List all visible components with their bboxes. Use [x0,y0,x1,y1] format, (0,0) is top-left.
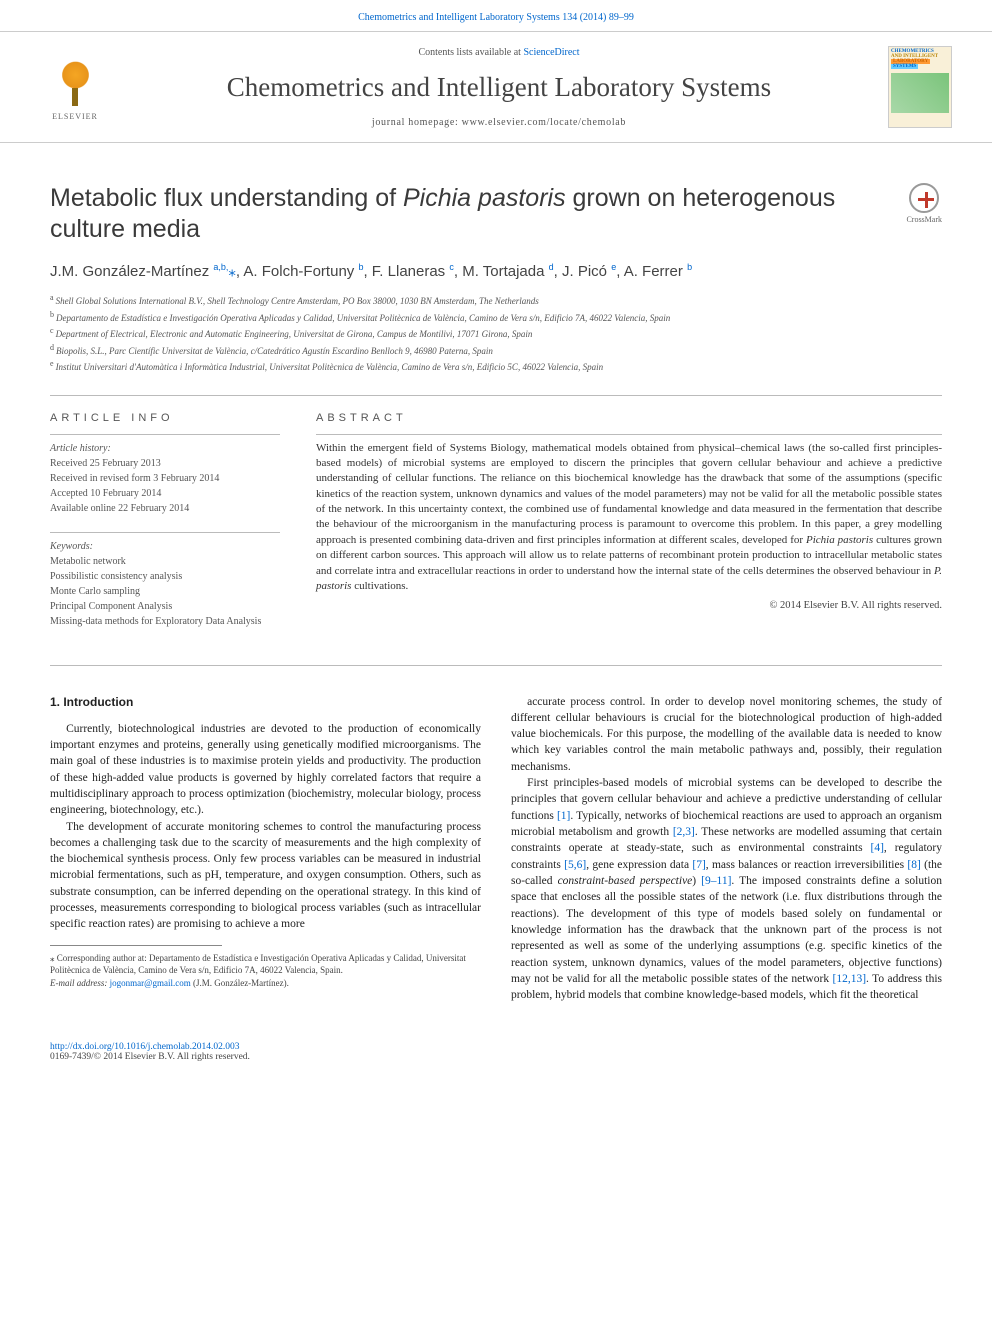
homepage-prefix: journal homepage: [372,117,462,128]
history-online: Available online 22 February 2014 [50,501,280,516]
section-heading-intro: 1. Introduction [50,694,481,711]
keyword-3: Monte Carlo sampling [50,584,280,599]
keyword-1: Metabolic network [50,554,280,569]
keywords-block: Keywords: Metabolic network Possibilisti… [50,532,280,629]
ref-5-6[interactable]: [5,6] [564,859,586,871]
affiliation-b: bDepartamento de Estadística e Investiga… [50,309,942,326]
affiliation-d: dBiopolis, S.L., Parc Científic Universi… [50,342,942,359]
ref-8[interactable]: [8] [907,859,920,871]
footnote-email-link[interactable]: jogonmar@gmail.com [110,978,191,988]
citation-link[interactable]: Chemometrics and Intelligent Laboratory … [358,12,634,23]
journal-cover-thumbnail: CHEMOMETRICS AND INTELLIGENT LABORATORY … [888,46,952,128]
intro-para-4: First principles-based models of microbi… [511,775,942,1004]
sciencedirect-link[interactable]: ScienceDirect [523,47,579,58]
cover-image-icon [891,73,949,113]
footnote-email-attribution: (J.M. González-Martínez). [193,978,289,988]
crossmark-badge[interactable]: CrossMark [906,183,942,224]
affiliation-c: cDepartment of Electrical, Electronic an… [50,325,942,342]
keyword-4: Principal Component Analysis [50,599,280,614]
journal-title: Chemometrics and Intelligent Laboratory … [130,72,868,103]
journal-citation-bar: Chemometrics and Intelligent Laboratory … [0,0,992,31]
banner-center: Contents lists available at ScienceDirec… [130,47,868,128]
ref-4[interactable]: [4] [871,842,884,854]
history-label: Article history: [50,441,280,456]
keyword-2: Possibilistic consistency analysis [50,569,280,584]
article-info-heading: article info [50,412,280,424]
footnote-separator [50,945,222,946]
page-footer: http://dx.doi.org/10.1016/j.chemolab.201… [0,1024,992,1086]
journal-homepage-line: journal homepage: www.elsevier.com/locat… [130,117,868,128]
abstract-column: abstract Within the emergent field of Sy… [316,412,942,645]
author-list: J.M. González-Martínez a,b,⁎, A. Folch-F… [50,262,942,280]
journal-banner: ELSEVIER Contents lists available at Sci… [0,31,992,143]
ref-1[interactable]: [1] [557,810,570,822]
ref-7[interactable]: [7] [692,859,705,871]
title-species-name: Pichia pastoris [403,184,566,212]
intro-para-1: Currently, biotechnological industries a… [50,721,481,819]
ref-12-13[interactable]: [12,13] [832,973,866,985]
title-text-pre: Metabolic flux understanding of [50,184,403,212]
body-two-column: 1. Introduction Currently, biotechnologi… [50,694,942,1004]
elsevier-logo: ELSEVIER [40,47,110,127]
meta-row: article info Article history: Received 2… [50,412,942,645]
footnote-star-icon: ⁎ [50,953,55,963]
history-accepted: Accepted 10 February 2014 [50,486,280,501]
abstract-heading: abstract [316,412,942,424]
intro-para-3: accurate process control. In order to de… [511,694,942,776]
article-title: Metabolic flux understanding of Pichia p… [50,183,886,244]
affiliations: aShell Global Solutions International B.… [50,292,942,375]
elsevier-wordmark: ELSEVIER [52,112,98,121]
article-info-column: article info Article history: Received 2… [50,412,280,645]
article-history: Article history: Received 25 February 20… [50,434,280,516]
abstract-text: Within the emergent field of Systems Bio… [316,434,942,595]
article-body: Metabolic flux understanding of Pichia p… [0,143,992,1024]
contents-available-line: Contents lists available at ScienceDirec… [130,47,868,58]
affiliation-e: eInstitut Universitari d'Automàtica i In… [50,358,942,375]
footnote-email-label: E-mail address: [50,978,107,988]
crossmark-label: CrossMark [906,215,942,224]
keyword-5: Missing-data methods for Exploratory Dat… [50,614,280,629]
divider-rule [50,395,942,396]
issn-copyright: 0169-7439/© 2014 Elsevier B.V. All right… [50,1052,250,1062]
corresponding-author-footnote: ⁎ Corresponding author at: Departamento … [50,952,481,990]
ref-9-11[interactable]: [9–11] [701,875,731,887]
intro-para-2: The development of accurate monitoring s… [50,819,481,933]
contents-prefix: Contents lists available at [418,47,523,58]
history-revised: Received in revised form 3 February 2014 [50,471,280,486]
homepage-url[interactable]: www.elsevier.com/locate/chemolab [462,117,626,128]
crossmark-icon [909,183,939,213]
keywords-label: Keywords: [50,539,280,554]
abstract-copyright: © 2014 Elsevier B.V. All rights reserved… [316,600,942,611]
ref-2-3[interactable]: [2,3] [673,826,695,838]
cover-label-4: SYSTEMS [891,64,918,69]
divider-rule-2 [50,665,942,666]
doi-link[interactable]: http://dx.doi.org/10.1016/j.chemolab.201… [50,1042,240,1052]
title-row: Metabolic flux understanding of Pichia p… [50,183,942,244]
footnote-corr-text: Corresponding author at: Departamento de… [50,953,466,976]
history-received: Received 25 February 2013 [50,456,280,471]
elsevier-tree-icon [48,53,103,108]
affiliation-a: aShell Global Solutions International B.… [50,292,942,309]
